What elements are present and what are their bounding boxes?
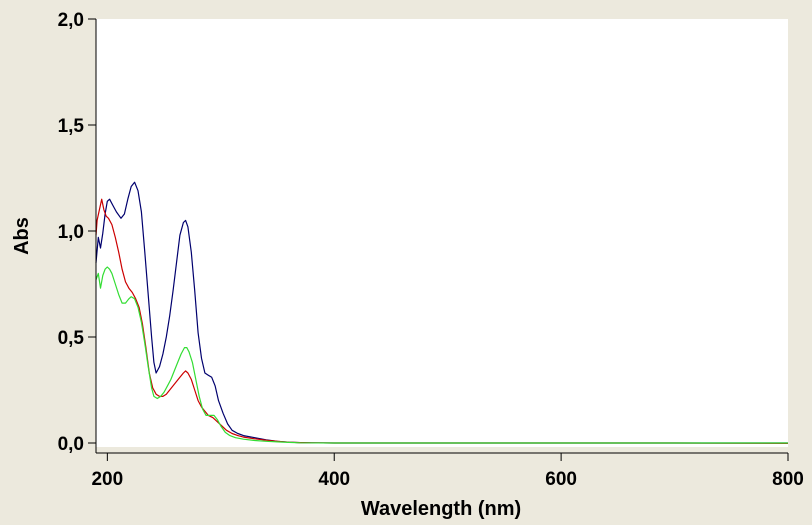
- plot-area: [96, 19, 788, 447]
- y-axis-ticks: 0,0 0,5 1,0 1,5 2,0: [58, 10, 96, 455]
- y-tick-label: 0,5: [58, 328, 85, 349]
- series-line-3: [95, 266, 788, 444]
- y-axis-title: Abs: [11, 217, 33, 255]
- x-tick-label: 200: [91, 469, 123, 490]
- y-tick-label: 0,0: [58, 434, 84, 455]
- y-tick-label: 1,5: [58, 116, 85, 137]
- series-layer: [95, 181, 789, 444]
- y-tick-label: 1,0: [58, 222, 84, 243]
- y-tick-label: 2,0: [58, 10, 84, 31]
- series-line-2: [95, 198, 789, 444]
- x-tick-label: 800: [772, 469, 804, 490]
- x-tick-label: 600: [545, 469, 577, 490]
- x-axis-title: Wavelength (nm): [361, 498, 521, 520]
- x-axis-ticks: 200 400 600 800: [91, 453, 804, 490]
- x-tick-label: 400: [318, 469, 350, 490]
